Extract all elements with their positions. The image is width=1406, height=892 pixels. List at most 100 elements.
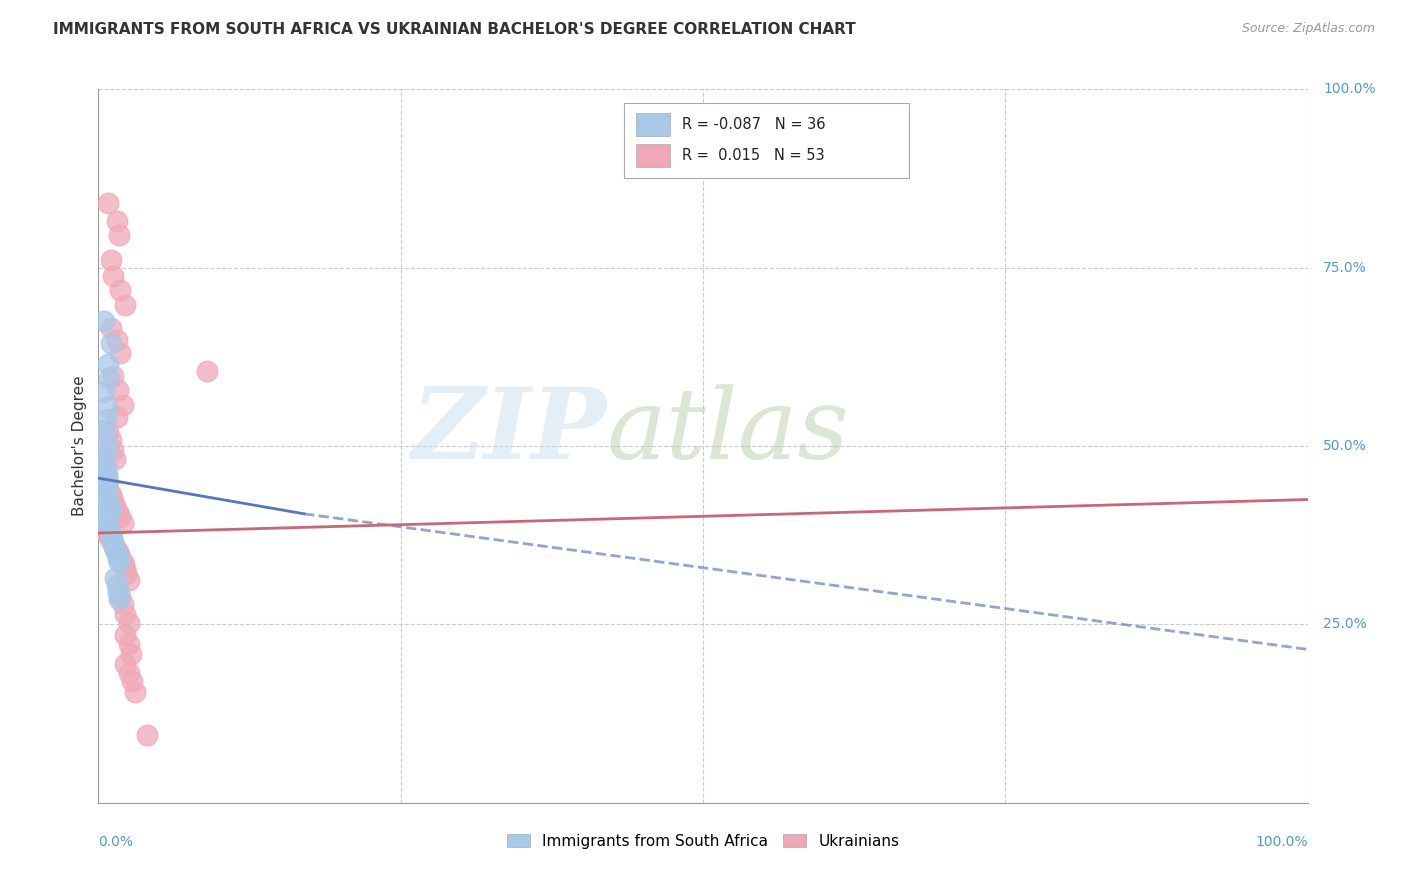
Point <box>108 510 131 524</box>
Point <box>101 493 124 508</box>
Point <box>108 548 131 562</box>
Point <box>104 499 127 513</box>
Point <box>100 531 122 545</box>
Text: 100.0%: 100.0% <box>1256 835 1308 849</box>
Point <box>94 434 117 448</box>
Point <box>104 571 127 585</box>
Point <box>96 467 118 482</box>
Y-axis label: Bachelor's Degree: Bachelor's Degree <box>72 376 87 516</box>
Point <box>107 384 129 398</box>
Point <box>103 539 125 553</box>
Point <box>101 535 124 549</box>
Point <box>96 526 118 541</box>
Point <box>93 314 115 328</box>
Point <box>118 615 141 630</box>
Point <box>108 589 131 603</box>
Point <box>96 442 118 457</box>
Point <box>105 334 128 348</box>
Text: IMMIGRANTS FROM SOUTH AFRICA VS UKRAINIAN BACHELOR'S DEGREE CORRELATION CHART: IMMIGRANTS FROM SOUTH AFRICA VS UKRAINIA… <box>53 22 856 37</box>
Point <box>97 494 120 508</box>
Point <box>96 400 118 414</box>
Point <box>111 398 134 412</box>
Text: 25.0%: 25.0% <box>1323 617 1367 632</box>
Text: atlas: atlas <box>606 384 849 479</box>
Point <box>104 451 127 466</box>
Point <box>100 526 122 541</box>
Point <box>94 460 117 475</box>
Point <box>107 585 129 599</box>
Point <box>108 592 131 607</box>
Point <box>100 253 122 268</box>
Point <box>107 551 129 566</box>
Point <box>118 637 141 651</box>
Point <box>111 516 134 530</box>
Point <box>100 434 122 448</box>
Point <box>105 214 128 228</box>
Point <box>97 517 120 532</box>
Point <box>105 578 128 592</box>
Point <box>96 491 118 505</box>
Point <box>114 628 136 642</box>
Point <box>103 539 125 553</box>
Point <box>100 335 122 350</box>
FancyBboxPatch shape <box>624 103 908 178</box>
Text: 100.0%: 100.0% <box>1323 82 1376 96</box>
Point <box>118 573 141 587</box>
Point <box>100 487 122 501</box>
Point <box>108 284 131 298</box>
Point <box>108 555 131 569</box>
Point <box>100 503 122 517</box>
Point <box>94 485 117 500</box>
Point <box>105 410 128 425</box>
Point <box>94 508 117 523</box>
Point <box>121 674 143 689</box>
Text: Source: ZipAtlas.com: Source: ZipAtlas.com <box>1241 22 1375 36</box>
Point <box>101 269 124 284</box>
Point <box>97 196 120 211</box>
Text: R = -0.087   N = 36: R = -0.087 N = 36 <box>682 117 825 132</box>
Point <box>114 298 136 312</box>
Legend: Immigrants from South Africa, Ukrainians: Immigrants from South Africa, Ukrainians <box>506 834 900 848</box>
Point <box>98 371 121 385</box>
Point <box>97 482 120 496</box>
Point <box>94 412 117 426</box>
Point <box>96 467 118 482</box>
Point <box>110 551 132 566</box>
Point <box>93 480 115 494</box>
Point <box>135 728 157 742</box>
Point <box>98 499 121 513</box>
Point <box>114 657 136 671</box>
Point <box>93 460 115 475</box>
Point <box>93 385 115 400</box>
Point <box>120 648 142 662</box>
Point <box>105 548 128 562</box>
Point <box>100 534 122 549</box>
Point <box>108 346 131 360</box>
Point <box>115 567 138 582</box>
Point <box>124 685 146 699</box>
FancyBboxPatch shape <box>637 112 671 136</box>
Point <box>108 228 131 243</box>
Point <box>111 598 134 612</box>
Point <box>97 425 120 439</box>
Point <box>105 543 128 558</box>
Point <box>98 522 121 536</box>
Point <box>98 530 121 544</box>
Point <box>94 475 117 489</box>
Point <box>97 475 120 489</box>
Point <box>101 369 124 384</box>
Point <box>93 451 115 466</box>
Point <box>93 423 115 437</box>
Point <box>104 543 127 558</box>
Point <box>96 512 118 526</box>
Point <box>112 557 135 571</box>
Point <box>114 562 136 576</box>
Text: ZIP: ZIP <box>412 384 606 480</box>
Point <box>101 442 124 457</box>
Point <box>114 607 136 621</box>
Text: 0.0%: 0.0% <box>98 835 134 849</box>
Point <box>195 364 218 378</box>
Text: 50.0%: 50.0% <box>1323 439 1367 453</box>
Point <box>118 665 141 680</box>
Text: R =  0.015   N = 53: R = 0.015 N = 53 <box>682 148 825 163</box>
